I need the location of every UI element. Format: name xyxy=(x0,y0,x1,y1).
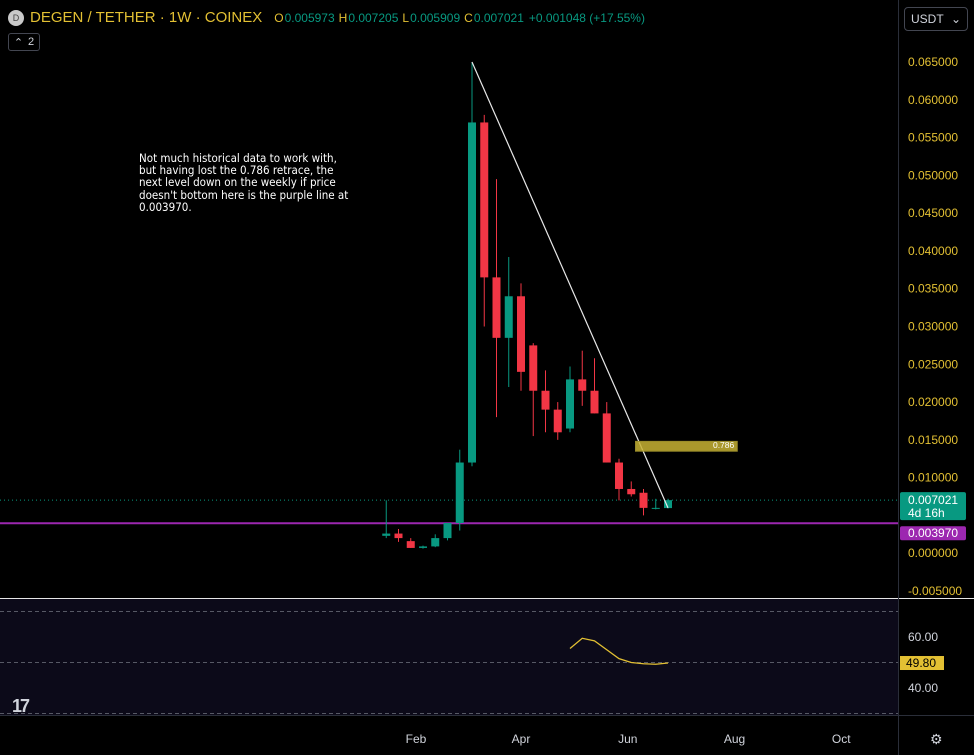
indicators-toggle-button[interactable]: ⌃ 2 xyxy=(8,33,40,51)
candle-body[interactable] xyxy=(590,390,599,414)
rsi-line[interactable] xyxy=(569,637,669,665)
candle-body[interactable] xyxy=(541,390,550,410)
price-tick-label: 0.050000 xyxy=(908,168,958,182)
candle-body[interactable] xyxy=(468,122,476,463)
rsi-value-label: 49.80 xyxy=(906,656,936,670)
symbol-title[interactable]: DEGEN / TETHER · 1W · COINEX xyxy=(30,9,263,26)
candle-body[interactable] xyxy=(627,488,636,495)
tradingview-logo[interactable]: 17 xyxy=(12,696,30,716)
time-tick-label: Jun xyxy=(618,732,637,746)
chevron-up-icon: ⌃ xyxy=(13,36,24,49)
price-tick-label: 0.045000 xyxy=(908,206,958,220)
gear-icon[interactable]: ⚙ xyxy=(930,731,943,747)
price-tick-label: 0.010000 xyxy=(908,471,958,485)
high-value: 0.007205 xyxy=(348,10,399,25)
support-price-badge xyxy=(900,526,966,541)
price-tick-label: 0.060000 xyxy=(908,93,958,107)
close-label: C xyxy=(464,10,473,25)
price-tick-label: 0.055000 xyxy=(908,131,958,145)
high-label: H xyxy=(338,10,348,25)
degen-logo-icon: D xyxy=(8,9,24,26)
candle-body[interactable] xyxy=(382,533,391,536)
candle-body[interactable] xyxy=(651,507,660,509)
open-value: 0.005973 xyxy=(284,10,335,25)
candle-body[interactable] xyxy=(504,296,513,338)
candle-body[interactable] xyxy=(664,500,672,509)
price-tick-label: 0.040000 xyxy=(908,244,958,258)
candle-body[interactable] xyxy=(553,409,562,433)
candle-body[interactable] xyxy=(455,462,464,523)
candle-body[interactable] xyxy=(578,379,587,391)
last-price-badge xyxy=(900,492,966,521)
rsi-value-badge xyxy=(900,656,944,671)
currency-select[interactable]: USDT ⌄ xyxy=(904,7,968,31)
open-label: O xyxy=(274,10,284,25)
time-tick-label: Aug xyxy=(724,732,745,746)
candle-body[interactable] xyxy=(517,296,525,372)
candle-body[interactable] xyxy=(480,122,489,278)
candle-body[interactable] xyxy=(639,492,648,508)
trendline[interactable] xyxy=(471,61,669,509)
candle-body[interactable] xyxy=(406,541,415,548)
price-tick-label: -0.005000 xyxy=(908,584,962,598)
price-tick-label: 0.025000 xyxy=(908,357,958,371)
support-price-label: 0.003970 xyxy=(908,526,958,540)
fib-level-box[interactable] xyxy=(635,440,738,452)
price-tick-label: 0.015000 xyxy=(908,433,958,447)
fib-level-label: 0.786 xyxy=(713,440,735,450)
price-tick-label: 0.030000 xyxy=(908,320,958,334)
rsi-tick-label: 40.00 xyxy=(908,681,938,695)
change-value: +0.001048 (+17.55%) xyxy=(528,10,645,25)
time-tick-label: Feb xyxy=(406,732,427,746)
indicators-count: 2 xyxy=(28,36,35,48)
candle-body[interactable] xyxy=(529,345,538,391)
candle-body[interactable] xyxy=(431,538,440,547)
candle-body[interactable] xyxy=(566,379,574,429)
close-value: 0.007021 xyxy=(473,10,524,25)
candle-body[interactable] xyxy=(492,277,501,338)
price-tick-label: 0.065000 xyxy=(908,55,958,69)
chevron-down-icon: ⌄ xyxy=(950,12,961,26)
low-value: 0.005909 xyxy=(410,10,461,25)
time-tick-label: Oct xyxy=(832,732,851,746)
candle-body[interactable] xyxy=(443,522,452,539)
annotation-text[interactable]: Not much historical data to work with, b… xyxy=(139,151,349,214)
candle-body[interactable] xyxy=(615,462,623,489)
low-label: L xyxy=(402,10,410,25)
price-tick-label: 0.020000 xyxy=(908,395,958,409)
last-price-label: 0.007021 xyxy=(908,493,958,507)
price-tick-label: 0.035000 xyxy=(908,282,958,296)
price-tick-label: 0.000000 xyxy=(908,546,958,560)
candle-body[interactable] xyxy=(419,546,427,548)
rsi-tick-label: 60.00 xyxy=(908,630,938,644)
time-tick-label: Apr xyxy=(512,732,531,746)
candle-body[interactable] xyxy=(602,413,611,463)
candle-body[interactable] xyxy=(394,533,403,539)
countdown-label: 4d 16h xyxy=(908,506,945,520)
currency-value: USDT xyxy=(911,12,944,26)
chart-header: D DEGEN / TETHER · 1W · COINEX O 0.005973… xyxy=(8,9,645,26)
rsi-pane-background xyxy=(0,599,898,715)
